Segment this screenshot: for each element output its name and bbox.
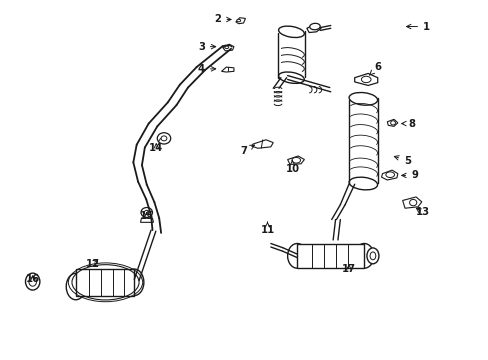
Text: 13: 13 (415, 207, 429, 217)
Text: 9: 9 (401, 170, 417, 180)
Text: 15: 15 (140, 211, 154, 221)
Ellipse shape (409, 199, 416, 206)
Ellipse shape (278, 72, 304, 84)
Text: 5: 5 (393, 156, 410, 166)
Polygon shape (287, 156, 304, 165)
Ellipse shape (161, 136, 166, 141)
Ellipse shape (141, 207, 152, 217)
Polygon shape (76, 269, 134, 296)
Polygon shape (306, 25, 321, 32)
Text: 11: 11 (260, 222, 274, 235)
Ellipse shape (66, 273, 85, 300)
Ellipse shape (278, 26, 304, 37)
Polygon shape (235, 18, 245, 24)
Ellipse shape (236, 19, 240, 22)
Polygon shape (221, 67, 233, 72)
Text: 17: 17 (341, 264, 355, 274)
Text: 4: 4 (198, 64, 215, 74)
Text: 10: 10 (285, 161, 299, 174)
Text: 8: 8 (401, 118, 415, 129)
Ellipse shape (369, 252, 375, 260)
Ellipse shape (309, 23, 320, 30)
Polygon shape (386, 119, 397, 126)
Text: 12: 12 (85, 259, 100, 269)
Polygon shape (223, 44, 233, 51)
Ellipse shape (366, 248, 378, 264)
Ellipse shape (224, 46, 228, 49)
Ellipse shape (348, 93, 377, 105)
Polygon shape (354, 73, 377, 85)
Ellipse shape (287, 243, 306, 268)
Ellipse shape (291, 157, 300, 163)
Polygon shape (251, 140, 273, 148)
Text: 6: 6 (368, 62, 381, 75)
Ellipse shape (385, 172, 394, 177)
Polygon shape (381, 170, 397, 180)
Ellipse shape (361, 76, 370, 83)
Ellipse shape (157, 133, 170, 144)
Text: 2: 2 (214, 14, 230, 24)
Polygon shape (402, 197, 421, 208)
Ellipse shape (29, 277, 37, 286)
Polygon shape (297, 243, 364, 268)
Ellipse shape (348, 177, 377, 190)
Text: 16: 16 (25, 274, 40, 284)
Polygon shape (140, 218, 153, 222)
Text: 7: 7 (240, 145, 254, 156)
Text: 1: 1 (406, 22, 429, 32)
Ellipse shape (124, 269, 143, 296)
Ellipse shape (354, 243, 373, 268)
Ellipse shape (144, 210, 149, 215)
Ellipse shape (390, 121, 395, 125)
Ellipse shape (25, 273, 40, 290)
Text: 14: 14 (149, 143, 163, 153)
Text: 3: 3 (198, 42, 215, 51)
